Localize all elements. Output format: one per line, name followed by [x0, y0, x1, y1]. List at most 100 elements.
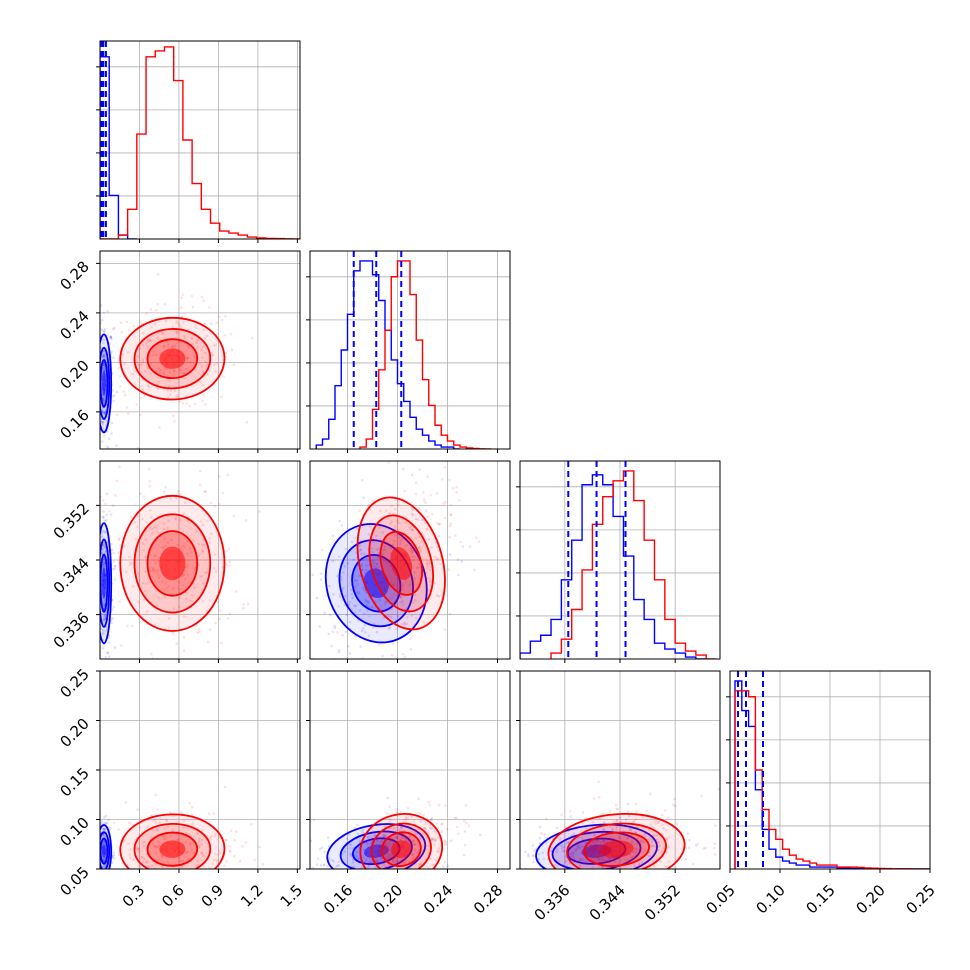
scatter-point: [93, 394, 96, 397]
scatter-point: [87, 815, 90, 818]
scatter-point: [93, 872, 96, 875]
scatter-point: [100, 821, 103, 825]
density-contour: [146, 831, 199, 867]
scatter-point: [374, 859, 378, 862]
scatter-point: [162, 345, 165, 348]
scatter-point: [136, 446, 140, 449]
scatter-point: [409, 637, 412, 641]
scatter-point: [168, 882, 171, 885]
scatter-point: [145, 521, 148, 524]
scatter-point: [626, 837, 629, 841]
scatter-point: [353, 536, 356, 540]
scatter-point: [433, 555, 437, 559]
scatter-point: [162, 522, 166, 526]
scatter-point: [418, 863, 421, 866]
x-tick-label: 0.344: [586, 881, 629, 924]
scatter-point: [653, 819, 657, 823]
scatter-point: [186, 850, 190, 854]
scatter-point: [105, 852, 109, 856]
scatter-point: [132, 324, 135, 328]
scatter-point: [97, 524, 100, 527]
scatter-point: [392, 593, 396, 596]
scatter-point: [702, 847, 706, 850]
scatter-point: [319, 864, 323, 867]
scatter-point: [217, 475, 221, 478]
scatter-point: [536, 858, 540, 862]
scatter-point: [286, 690, 289, 693]
scatter-point: [413, 598, 417, 602]
scatter-point: [102, 363, 106, 367]
scatter-point: [431, 838, 434, 842]
scatter-point: [112, 399, 116, 403]
scatter-point: [198, 630, 201, 634]
scatter-point: [102, 877, 105, 880]
scatter-point: [597, 852, 601, 856]
scatter-point: [197, 554, 200, 558]
scatter-point: [202, 543, 206, 547]
scatter-point: [106, 310, 109, 313]
scatter-point: [549, 878, 552, 881]
scatter-point: [203, 402, 207, 406]
scatter-point: [186, 573, 190, 577]
scatter-point: [223, 333, 226, 337]
scatter-point: [414, 517, 418, 521]
scatter-point: [382, 833, 386, 836]
scatter-point: [586, 854, 590, 857]
scatter-point: [100, 886, 103, 889]
scatter-point: [602, 821, 606, 825]
scatter-point: [100, 318, 104, 322]
density-contour: [339, 830, 413, 869]
scatter-point: [449, 522, 453, 525]
scatter-point: [148, 508, 152, 512]
scatter-panel-3-0: [87, 670, 301, 889]
scatter-point: [97, 335, 100, 338]
scatter-point: [163, 837, 167, 841]
scatter-point: [228, 612, 232, 616]
scatter-point: [354, 604, 358, 608]
scatter-point: [97, 877, 100, 880]
scatter-point: [665, 838, 668, 841]
scatter-point: [643, 848, 647, 852]
scatter-point: [602, 858, 606, 861]
scatter-point: [422, 490, 425, 494]
scatter-point: [213, 553, 217, 556]
scatter-point: [349, 852, 352, 855]
scatter-point: [192, 881, 195, 884]
scatter-point: [444, 860, 447, 864]
scatter-point: [175, 330, 179, 334]
scatter-point: [113, 578, 117, 581]
density-contour: [100, 333, 113, 434]
scatter-point: [662, 846, 666, 850]
scatter-point: [97, 398, 100, 401]
scatter-point: [373, 606, 376, 609]
scatter-point: [149, 308, 153, 311]
scatter-point: [415, 832, 419, 836]
scatter-point: [404, 818, 408, 821]
scatter-point: [400, 583, 404, 586]
scatter-point: [600, 856, 603, 860]
scatter-point: [541, 851, 544, 855]
scatter-point: [250, 822, 253, 826]
scatter-point: [198, 876, 201, 879]
scatter-point: [418, 835, 422, 839]
scatter-point: [148, 581, 151, 584]
scatter-point: [449, 612, 452, 616]
scatter-point: [96, 397, 99, 400]
density-contour: [146, 530, 199, 597]
scatter-point: [390, 607, 394, 611]
scatter-point: [448, 478, 451, 482]
scatter-point: [404, 544, 408, 547]
scatter-point: [351, 861, 355, 864]
scatter-point: [177, 587, 181, 591]
scatter-point: [393, 539, 396, 543]
scatter-point: [436, 557, 439, 561]
scatter-point: [162, 367, 166, 370]
scatter-point: [419, 819, 423, 823]
scatter-point: [197, 563, 201, 567]
scatter-point: [383, 846, 387, 850]
scatter-point: [427, 577, 430, 580]
scatter-point: [450, 503, 453, 507]
scatter-point: [147, 467, 151, 471]
scatter-point: [611, 827, 615, 831]
scatter-point: [102, 411, 106, 415]
